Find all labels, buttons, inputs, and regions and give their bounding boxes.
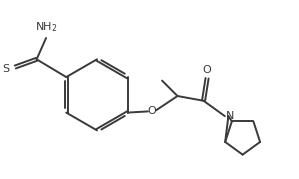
Text: NH$_2$: NH$_2$	[35, 21, 57, 34]
Text: O: O	[147, 106, 156, 116]
Text: N: N	[226, 111, 234, 121]
Text: S: S	[2, 64, 9, 74]
Text: O: O	[203, 65, 211, 75]
